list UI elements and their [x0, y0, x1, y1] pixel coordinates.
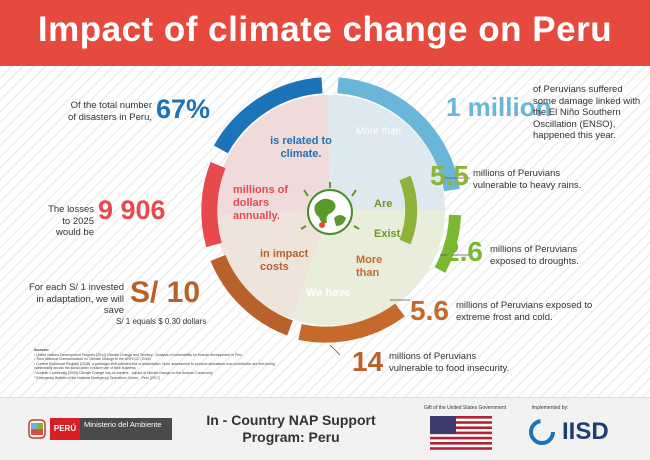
globe-icon	[300, 182, 360, 235]
rains-value: 5.5	[430, 160, 469, 191]
enso-text: of Peruvians suffered some damage linked…	[533, 84, 641, 141]
peru-badge: PERÚ	[50, 418, 80, 440]
source-item: ⁴ Andean Community (2009) Climate Change…	[34, 370, 213, 375]
adaptation-note: S/ 1 equals $ 0.30 dollars	[116, 317, 207, 326]
implemented-label: Implemented by:	[531, 405, 569, 411]
ring-label-in-impact: in impact costs	[260, 248, 309, 273]
food-text: millions of Peruvians vulnerable to food…	[389, 351, 510, 374]
ring-label-are: Are	[374, 198, 393, 210]
ring-segment-orange	[298, 303, 405, 343]
ring-label-more-than-top: More than	[356, 126, 402, 137]
source-item: vulnerability across the social chain in…	[34, 366, 137, 371]
source-item: ⁵ Emergency Bulletin of the National Eme…	[34, 375, 160, 380]
sources-heading: Sources:	[34, 348, 49, 352]
ring-segment-lightblue	[337, 77, 460, 192]
us-flag-icon	[430, 416, 492, 450]
page-title: Impact of climate change on Peru	[37, 10, 613, 49]
rains-text: millions of Peruvians vulnerable to heav…	[473, 168, 582, 191]
iisd-label: IISD	[562, 418, 609, 445]
frost-value: 5.6	[410, 295, 449, 326]
ring-segment-red	[201, 162, 226, 248]
ring-label-more-than-bottom: More than	[356, 254, 383, 279]
disasters-value: 67%	[156, 94, 211, 124]
droughts-value: 2.6	[444, 236, 483, 267]
frost-text: millions of Peruvians exposed to extreme…	[456, 300, 593, 323]
disasters-text: Of the total number of disasters in Peru…	[68, 100, 152, 123]
title-banner	[0, 0, 650, 66]
ring-label-exist: Exist	[374, 228, 401, 240]
food-value: 14	[352, 346, 384, 377]
footer	[0, 397, 650, 460]
ring-label-related: is related to climate.	[270, 135, 332, 160]
program-label: In - Country NAP Support Program: Peru	[206, 412, 376, 445]
ministry-label: Ministerio del Ambiente	[80, 418, 172, 440]
gift-label: Gift of the United States Government	[424, 405, 506, 411]
losses-value: 9 906	[98, 195, 166, 225]
source-item: ³ Current Disclosure Registry (2015): a …	[34, 361, 275, 366]
ring-label-millions: millions of dollars annually.	[233, 184, 288, 222]
ring-label-we-have: We have	[306, 287, 351, 299]
source-item: ² Third National Communication on Climat…	[34, 357, 151, 362]
ring-segment-brown	[210, 254, 293, 336]
iisd-logo-icon	[528, 418, 556, 446]
connector-lines	[329, 177, 470, 356]
sources-block: Sources: ¹ United Nations Development Pr…	[34, 348, 304, 380]
ring-segment-green	[434, 214, 461, 273]
inner-pie	[214, 94, 446, 326]
adaptation-text: For each S/ 1 invested in adaptation, we…	[28, 282, 124, 316]
adaptation-value: S/ 10	[130, 276, 201, 309]
ring-segment-olive	[399, 175, 418, 245]
source-item: ¹ United Nations Development Program (20…	[34, 352, 243, 357]
enso-value: 1 million	[446, 92, 552, 122]
peru-coat-of-arms-icon	[26, 416, 48, 442]
droughts-text: millions of Peruvians exposed to drought…	[490, 244, 579, 267]
losses-text: The losses to 2025 would be	[48, 204, 94, 238]
ring-segment-blue	[213, 77, 323, 154]
